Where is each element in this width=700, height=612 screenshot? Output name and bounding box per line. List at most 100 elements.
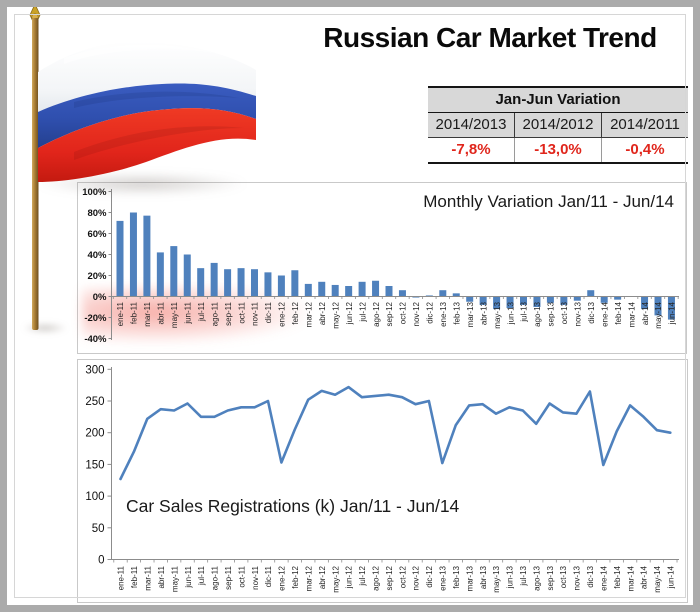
bar-mar-12	[304, 283, 312, 297]
bar-may-12	[331, 284, 339, 297]
bar-ene-12	[277, 275, 285, 297]
line-x-tick-label: dic-13	[586, 565, 595, 587]
bar-y-tick-label: 80%	[87, 208, 107, 219]
line-x-tick-label: jun-13	[506, 565, 515, 589]
bar-x-tick-label: jun-13	[506, 301, 515, 325]
flag-cloth	[38, 41, 256, 182]
bar-ene-11	[116, 220, 124, 297]
bar-x-tick-label: may-11	[170, 301, 179, 328]
bar-jun-11	[183, 254, 191, 297]
bar-x-tick-label: feb-13	[452, 301, 461, 324]
bar-x-tick-label: ene-12	[278, 301, 287, 326]
bar-dic-12	[425, 295, 433, 297]
bar-jul-13	[520, 296, 527, 305]
bar-ene-13	[439, 290, 447, 297]
line-y-tick-label: 250	[85, 396, 104, 408]
bar-dic-13	[587, 290, 595, 297]
bar-abr-12	[318, 281, 326, 297]
bar-x-tick-label: abr-12	[318, 301, 327, 325]
variation-table-columns: 2014/2013 2014/2012 2014/2011	[428, 113, 688, 138]
bar-x-tick-label: may-12	[331, 301, 340, 328]
line-x-tick-label: feb-14	[613, 565, 622, 588]
bar-x-tick-label: jun-11	[183, 301, 192, 324]
table-value: -13,0%	[514, 138, 601, 162]
car-sales-chart-panel: 300 250 200 150 100 50 0 ene-11 feb-11 mar-11 abr-…	[77, 359, 688, 603]
line-x-tick-label: feb-12	[291, 565, 300, 588]
bar-sep-12	[385, 286, 393, 297]
bar-x-tick-label: feb-11	[130, 301, 139, 324]
line-x-tick-label: jul-12	[358, 565, 367, 586]
line-x-tick-label: feb-13	[452, 565, 461, 588]
line-x-tick-label: ene-12	[278, 565, 287, 590]
bar-x-tick-label: dic-13	[587, 301, 596, 323]
bar-x-tick-label: mar-13	[466, 301, 475, 327]
bar-y-tick-label: 0%	[93, 292, 107, 303]
line-x-tick-label: ago-12	[371, 565, 380, 590]
line-x-tick-label: may-14	[653, 565, 662, 592]
bar-x-tick-label: jul-13	[520, 301, 529, 322]
line-x-tick-label: may-13	[492, 565, 501, 592]
bar-x-tick-label: ene-11	[116, 301, 125, 326]
line-x-tick-label: dic-11	[264, 565, 273, 587]
bar-jul-11	[197, 268, 205, 297]
bar-jun-13	[506, 296, 514, 309]
bar-chart: Monthly Variation Jan/11 - Jun/14 100% 80%…	[82, 187, 679, 345]
bar-x-tick-label: sep-13	[547, 301, 556, 326]
bar-chart-svg: Monthly Variation Jan/11 - Jun/14 100% 80%…	[82, 187, 679, 345]
bar-x-tick-label: dic-12	[426, 301, 435, 323]
bar-oct-11	[237, 268, 245, 297]
bar-may-13	[493, 296, 501, 310]
bar-jun-14	[667, 296, 675, 320]
line-y-tick-label: 300	[85, 364, 104, 376]
bar-x-tick-label: may-14	[654, 301, 663, 328]
line-x-tick-label: jul-13	[519, 565, 528, 586]
table-value: -0,4%	[601, 138, 688, 162]
line-x-tick-label: abr-11	[157, 565, 166, 588]
line-x-tick-label: ene-14	[599, 565, 608, 590]
bar-series	[116, 212, 675, 320]
line-x-tick-label: mar-13	[465, 565, 474, 591]
bar-x-tick-label: abr-11	[157, 301, 166, 324]
bar-x-tick-label: feb-12	[291, 301, 300, 324]
monthly-variation-chart-panel: Monthly Variation Jan/11 - Jun/14 100% 80%…	[77, 182, 687, 354]
page-title: Russian Car Market Trend	[323, 22, 657, 53]
bar-ago-12	[372, 280, 380, 297]
bar-oct-12	[398, 290, 406, 297]
line-x-tick-label: sep-13	[546, 565, 555, 590]
line-x-tick-label: sep-12	[385, 565, 394, 590]
line-x-tick-label: nov-12	[412, 565, 421, 590]
bar-may-14	[654, 296, 662, 316]
russian-flag	[4, 2, 266, 340]
bar-x-tick-label: ago-11	[210, 301, 219, 326]
line-x-tick-label: nov-13	[573, 565, 582, 590]
bar-x-tick-label: nov-12	[412, 301, 421, 326]
bar-y-tick-label: -40%	[84, 334, 107, 345]
bar-x-tick-label: jul-11	[197, 301, 206, 322]
line-x-tick-label: may-11	[170, 565, 179, 592]
bar-x-tick-label: oct-13	[560, 301, 569, 324]
line-y-tick-label: 100	[85, 491, 104, 503]
table-column-header: 2014/2011	[601, 113, 688, 137]
russian-flag-image	[29, 3, 256, 330]
line-x-tick-label: abr-14	[640, 565, 649, 589]
line-x-tick-label: mar-14	[626, 565, 635, 591]
line-y-tick-label: 200	[85, 428, 104, 440]
bar-may-11	[170, 246, 178, 297]
bar-feb-11	[129, 212, 137, 297]
bar-dic-11	[264, 272, 272, 297]
line-x-tick-label: ene-13	[439, 565, 448, 590]
line-x-tick-label: feb-11	[130, 565, 139, 588]
line-x-tick-label: oct-11	[237, 565, 246, 587]
table-column-header: 2014/2012	[514, 113, 601, 137]
bar-ago-11	[210, 262, 218, 297]
line-x-tick-label: jun-14	[667, 565, 676, 589]
bar-x-tick-label: mar-11	[143, 301, 152, 326]
bar-oct-13	[560, 296, 568, 305]
bar-feb-12	[291, 270, 299, 297]
line-y-tick-label: 50	[92, 523, 105, 535]
bar-y-tick-label: 20%	[87, 271, 107, 282]
line-x-tick-label: jun-12	[345, 565, 354, 589]
bar-chart-title: Monthly Variation Jan/11 - Jun/14	[423, 192, 674, 211]
line-x-tick-label: oct-13	[559, 565, 568, 588]
line-x-tick-label: abr-13	[479, 565, 488, 589]
